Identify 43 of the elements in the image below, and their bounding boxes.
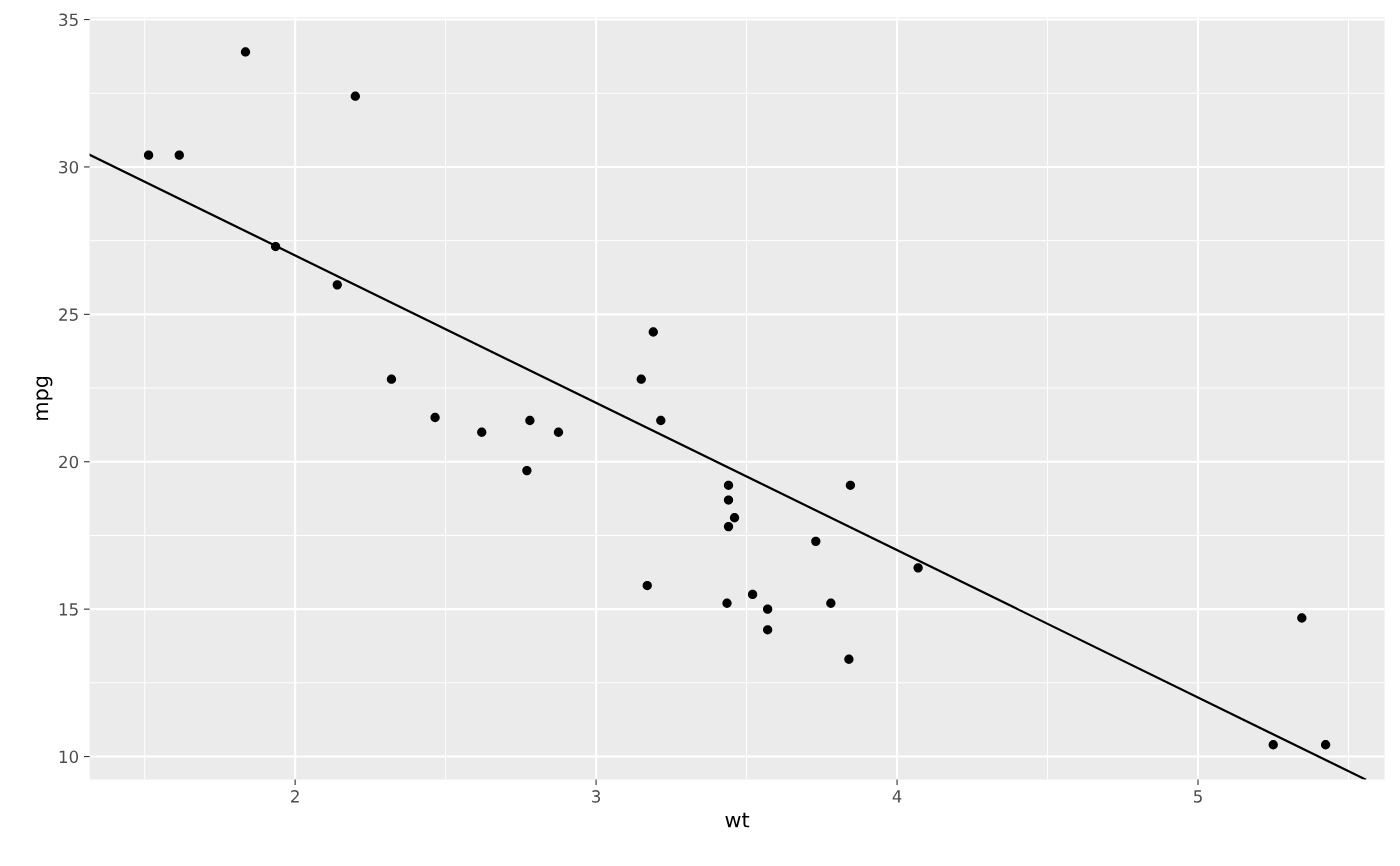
point — [553, 427, 564, 437]
point — [826, 598, 836, 608]
point — [386, 374, 397, 384]
x-tick-label: 4 — [892, 790, 902, 803]
point — [845, 480, 856, 490]
point — [723, 480, 734, 490]
point — [642, 580, 652, 591]
point — [844, 654, 854, 664]
point — [174, 150, 184, 160]
point — [636, 374, 646, 384]
point — [762, 604, 773, 614]
x-tick-label: 2 — [291, 790, 299, 803]
point — [811, 536, 821, 546]
x-tick-label: 3 — [592, 790, 601, 803]
point — [913, 563, 923, 573]
point — [722, 598, 732, 608]
point — [525, 415, 535, 426]
point — [1320, 740, 1331, 750]
y-axis-title: mpg — [36, 376, 53, 420]
point — [723, 495, 734, 505]
point — [656, 415, 666, 426]
point — [332, 280, 342, 290]
point — [477, 427, 487, 437]
x-tick-label: 5 — [1193, 790, 1202, 803]
point — [350, 91, 360, 101]
point — [723, 521, 734, 532]
y-tick-label: 35 — [59, 13, 78, 27]
y-tick-label: 30 — [59, 160, 79, 174]
point — [747, 589, 758, 600]
point — [430, 412, 440, 423]
y-tick-label: 15 — [59, 603, 78, 616]
point — [729, 513, 740, 523]
y-tick-label: 10 — [59, 750, 79, 764]
x-axis-title: wt — [725, 812, 750, 828]
point — [522, 465, 532, 476]
point — [143, 150, 154, 160]
y-tick-label: 25 — [59, 308, 78, 321]
point — [648, 327, 658, 337]
point — [1268, 740, 1278, 750]
y-tick-label: 20 — [59, 455, 79, 469]
point — [240, 47, 251, 57]
point — [1297, 613, 1307, 623]
point — [762, 625, 773, 635]
